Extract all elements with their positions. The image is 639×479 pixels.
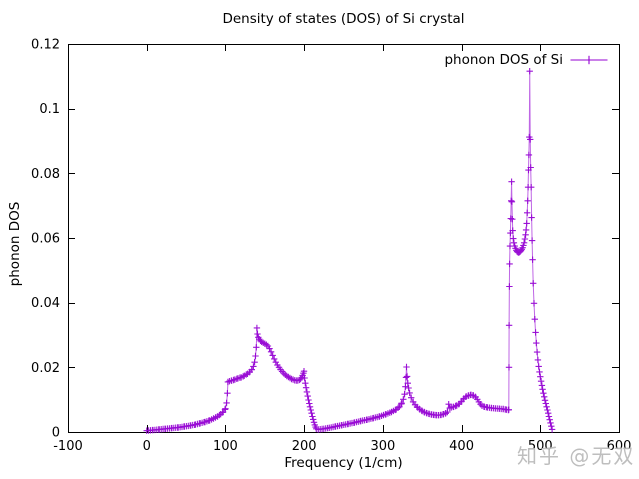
y-axis-label: phonon DOS [7,201,23,287]
y-tick-label: 0.06 [31,232,60,247]
axis-ticks [68,44,620,433]
x-axis-label: Frequency (1/cm) [284,455,403,471]
legend-line-sample [570,55,608,65]
x-tick-label: 0 [143,439,151,454]
y-tick-label: 0.12 [31,38,60,53]
x-tick-label: 400 [449,439,474,454]
legend: phonon DOS of Si [444,52,608,68]
y-tick-label: 0.04 [31,296,60,311]
tick-labels: -100 0 100 200 300 400 500 60000.020.040.060.08… [31,38,631,455]
plot-border [68,44,620,433]
x-tick-label: 300 [370,439,395,454]
y-tick-label: 0.02 [31,361,60,376]
x-tick-label: 200 [292,439,317,454]
dos-curve-line [146,71,553,432]
y-tick-label: 0 [52,426,60,441]
dos-curve-markers [143,68,556,434]
x-tick-label: 600 [607,439,632,454]
x-tick-label: -100 [53,439,83,454]
y-tick-label: 0.1 [39,102,60,117]
y-tick-label: 0.08 [31,167,60,182]
x-tick-label: 100 [213,439,238,454]
chart-title: Density of states (DOS) of Si crystal [222,11,465,27]
x-tick-label: 500 [528,439,553,454]
legend-entry-label: phonon DOS of Si [444,52,563,68]
watermark: 知乎 @无双 [517,444,636,468]
